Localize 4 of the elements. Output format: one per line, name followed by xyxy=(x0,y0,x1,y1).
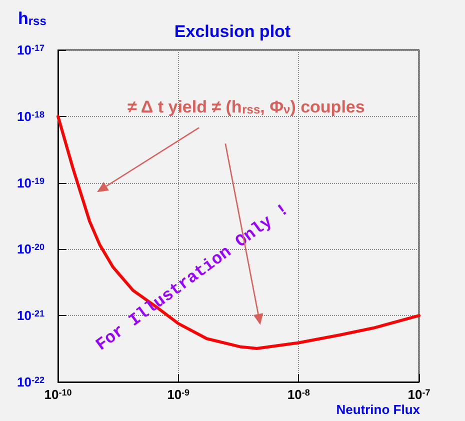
x-axis-title: Neutrino Flux xyxy=(336,402,421,417)
chart-title: Exclusion plot xyxy=(174,22,291,41)
annotation: ≠ Δ t yield ≠ (hrss, Φν) couples xyxy=(127,98,365,116)
y-axis-title: hrss xyxy=(18,9,47,28)
